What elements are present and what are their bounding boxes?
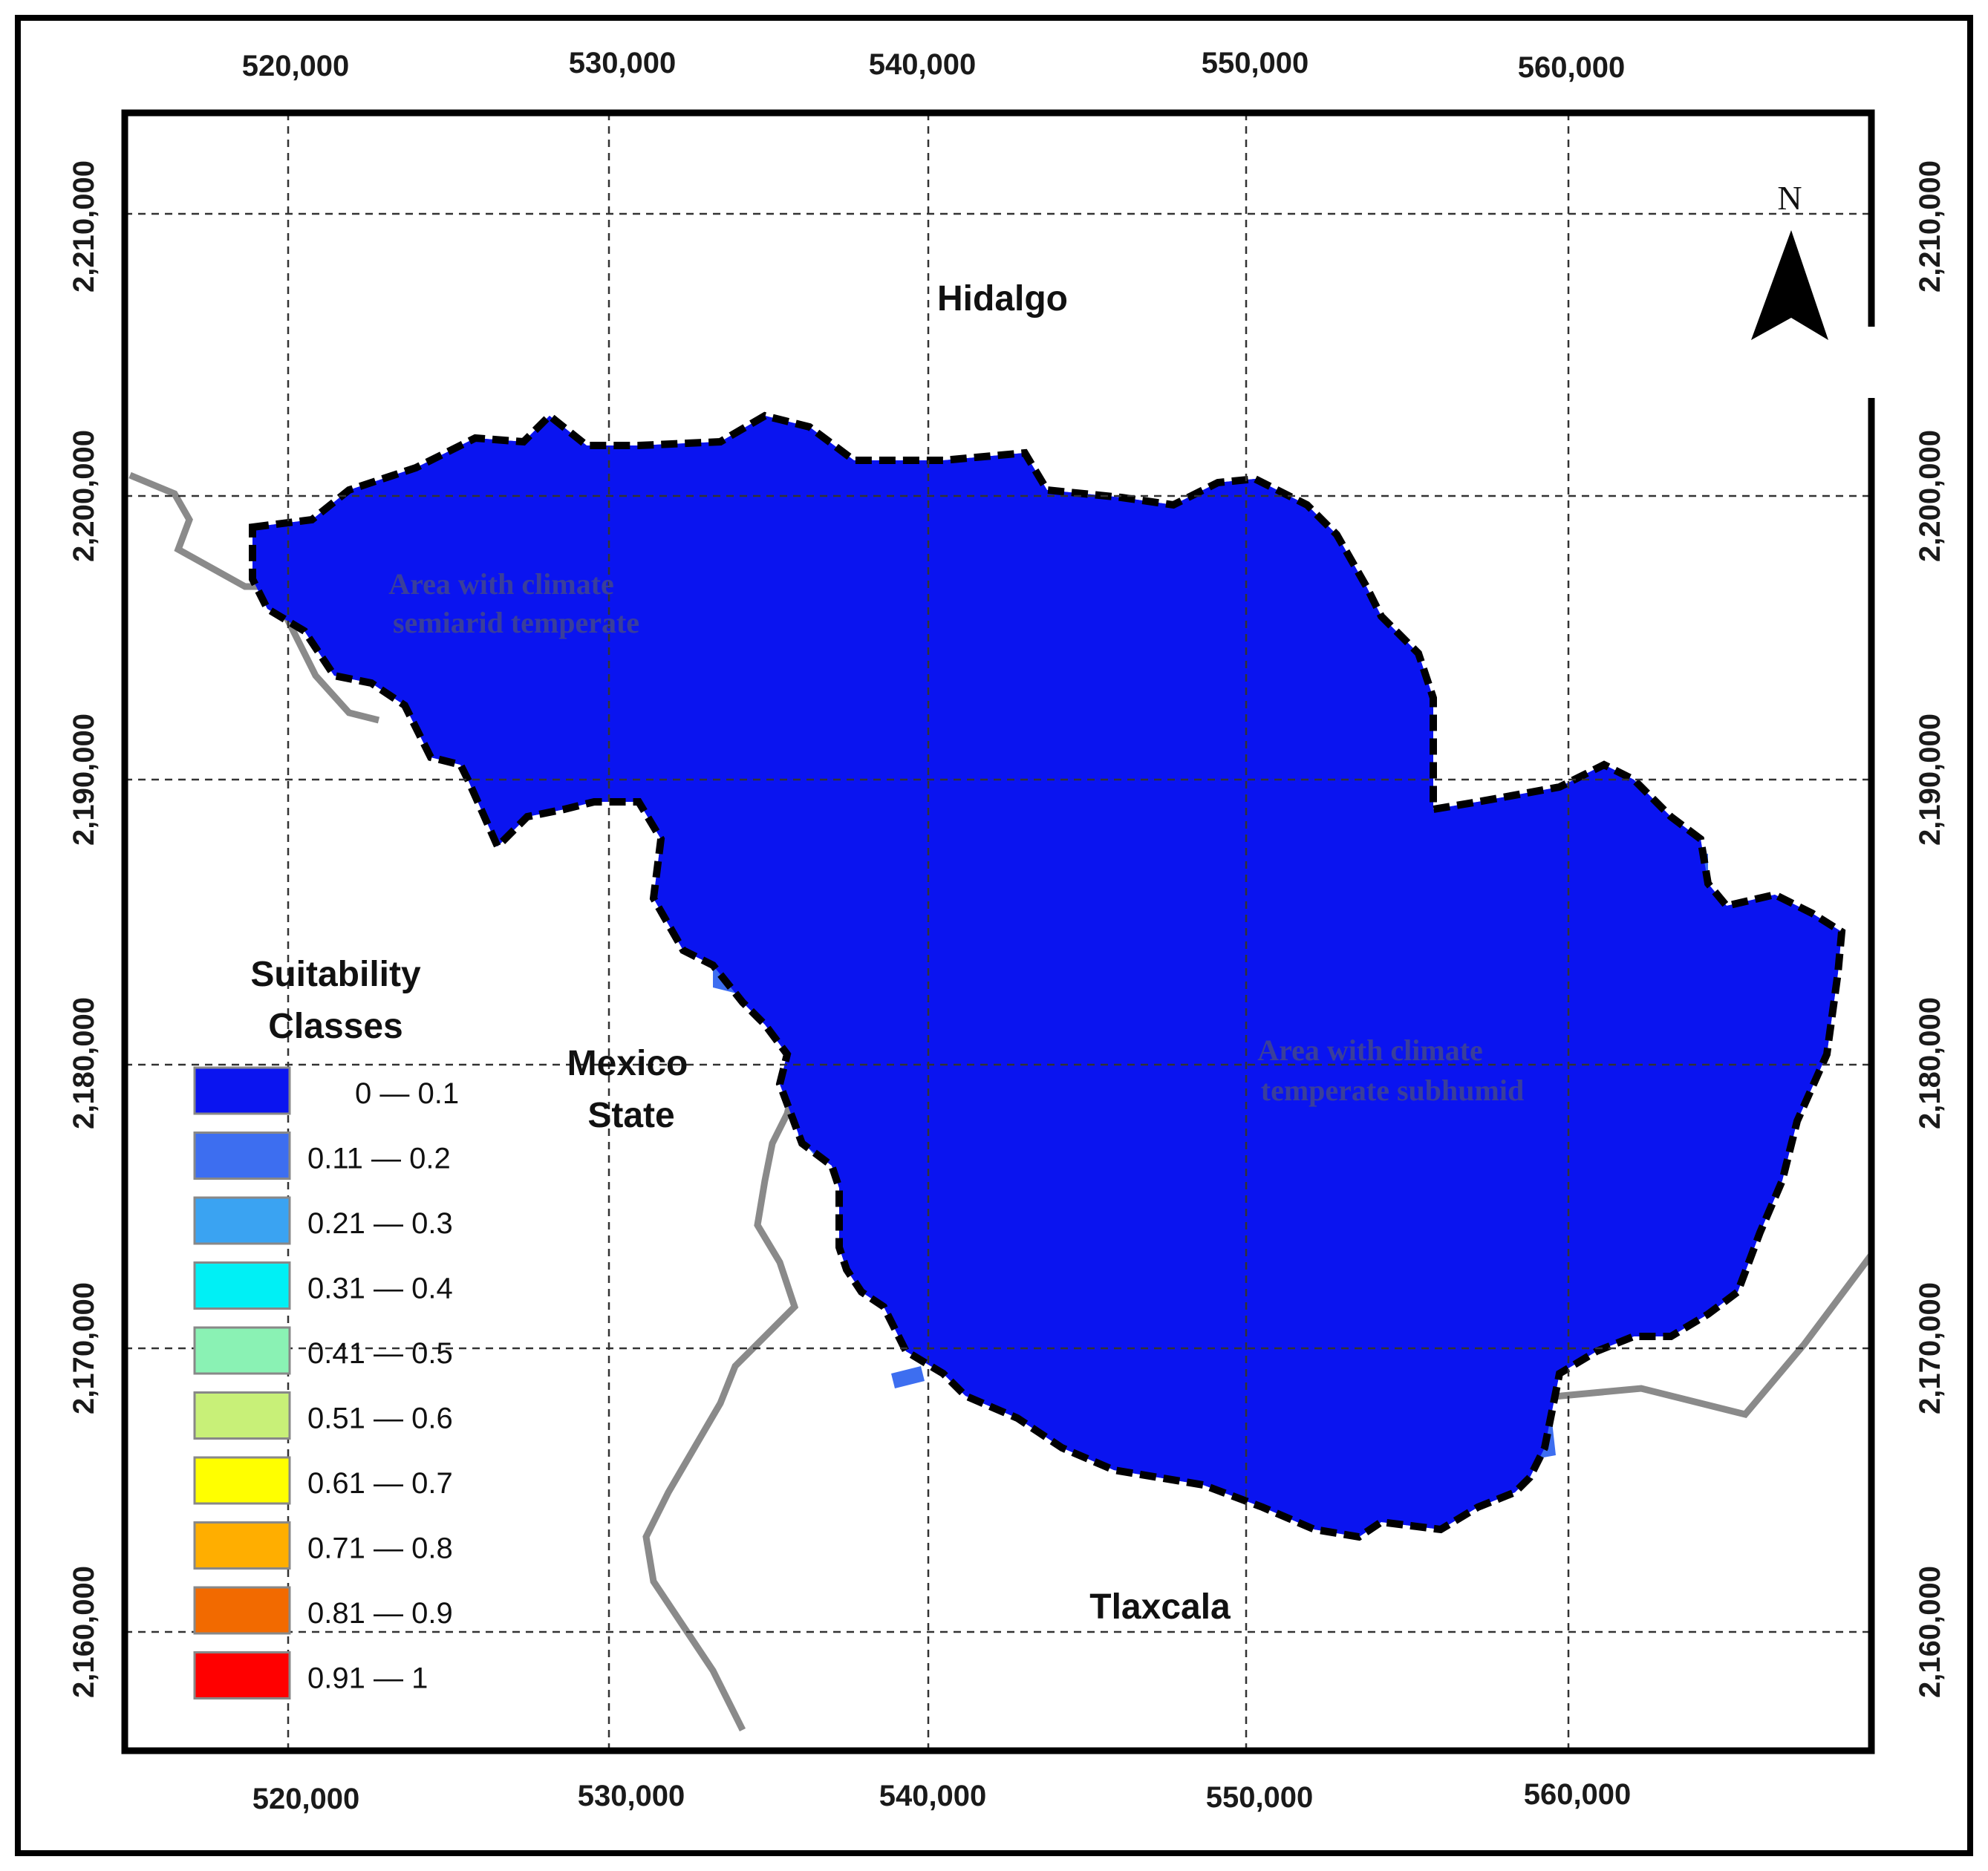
legend-swatch <box>193 1066 291 1115</box>
state-label-hidalgo: Hidalgo <box>937 279 1068 319</box>
y-tick-left: 2,200,000 <box>68 430 100 562</box>
y-tick-right: 2,160,000 <box>1914 1566 1946 1698</box>
x-tick-bottom: 550,000 <box>1206 1781 1314 1814</box>
map-frame: Hidalgo Mexico State Tlaxcala Area with … <box>125 113 1871 1751</box>
y-tick-left: 2,180,000 <box>68 997 100 1129</box>
legend-label: 0.61 — 0.7 <box>307 1467 453 1500</box>
legend-label: 0.81 — 0.9 <box>307 1597 453 1630</box>
x-axis-top: 520,000 530,000 540,000 550,000 560,000 <box>242 47 1626 84</box>
y-tick-right: 2,170,000 <box>1914 1282 1946 1414</box>
climate-label-semiarid-line2: semiarid temperate <box>393 606 639 639</box>
state-label-tlaxcala: Tlaxcala <box>1089 1587 1231 1627</box>
legend-swatch <box>193 1391 291 1440</box>
legend-swatch <box>193 1132 291 1180</box>
north-arrow: N <box>1751 179 1828 340</box>
x-tick-top: 520,000 <box>242 50 350 82</box>
legend-label: 0.51 — 0.6 <box>307 1403 453 1435</box>
y-axis-right: 2,210,000 2,200,000 2,190,000 2,180,000 … <box>1914 160 1946 1698</box>
x-tick-top: 530,000 <box>569 47 677 79</box>
state-boundary-west <box>128 471 380 724</box>
x-tick-bottom: 540,000 <box>879 1780 987 1812</box>
legend-items: 0 — 0.1 0.11 — 0.2 0.21 — 0.3 0.31 — 0.4 0.4… <box>193 1066 459 1699</box>
state-label-mexico-line1: Mexico <box>567 1044 688 1083</box>
y-tick-right: 2,200,000 <box>1914 430 1946 562</box>
x-tick-bottom: 530,000 <box>578 1780 685 1812</box>
state-label-mexico-line2: State <box>587 1096 674 1135</box>
legend-label: 0.21 — 0.3 <box>307 1207 453 1240</box>
legend-label: 0.31 — 0.4 <box>307 1273 453 1305</box>
legend-label: 0.91 — 1 <box>307 1662 428 1695</box>
y-axis-left: 2,210,000 2,200,000 2,190,000 2,180,000 … <box>68 160 100 1698</box>
x-tick-bottom: 560,000 <box>1524 1778 1632 1811</box>
legend-swatch <box>193 1196 291 1245</box>
y-tick-right: 2,210,000 <box>1914 160 1946 293</box>
climate-label-semiarid-line1: Area with climate <box>388 567 614 601</box>
climate-label-subhumid-line2: temperate subhumid <box>1261 1074 1524 1107</box>
legend-swatch <box>193 1586 291 1635</box>
x-axis-bottom: 520,000 530,000 540,000 550,000 560,000 <box>252 1778 1632 1815</box>
y-tick-left: 2,190,000 <box>68 714 100 846</box>
y-tick-left: 2,160,000 <box>68 1566 100 1698</box>
legend-swatch <box>193 1261 291 1310</box>
legend-swatch <box>193 1521 291 1570</box>
y-tick-right: 2,180,000 <box>1914 997 1946 1129</box>
legend-swatch <box>193 1456 291 1505</box>
x-tick-top: 560,000 <box>1518 51 1626 84</box>
x-tick-bottom: 520,000 <box>252 1783 360 1815</box>
legend-swatch <box>193 1326 291 1375</box>
legend-label: 0.71 — 0.8 <box>307 1532 453 1565</box>
legend-label: 0.11 — 0.2 <box>307 1143 451 1175</box>
legend-swatch <box>193 1651 291 1699</box>
y-tick-left: 2,170,000 <box>68 1282 100 1414</box>
x-tick-top: 540,000 <box>869 48 977 81</box>
legend-title-line2: Classes <box>268 1007 403 1046</box>
north-label: N <box>1777 179 1802 217</box>
graticule <box>125 113 1871 1751</box>
y-tick-left: 2,210,000 <box>68 160 100 293</box>
legend-label: 0 — 0.1 <box>355 1077 459 1110</box>
legend-label: 0.41 — 0.5 <box>307 1337 453 1370</box>
x-tick-top: 550,000 <box>1202 47 1309 79</box>
y-tick-right: 2,190,000 <box>1914 714 1946 846</box>
climate-label-subhumid-line1: Area with climate <box>1257 1034 1483 1067</box>
legend-title-line1: Suitability <box>250 955 421 994</box>
north-arrow-icon <box>1751 230 1828 340</box>
map-frame-border <box>121 109 1875 1754</box>
legend: Suitability Classes 0 — 0.1 0.11 — 0.2 0.2… <box>193 955 459 1699</box>
